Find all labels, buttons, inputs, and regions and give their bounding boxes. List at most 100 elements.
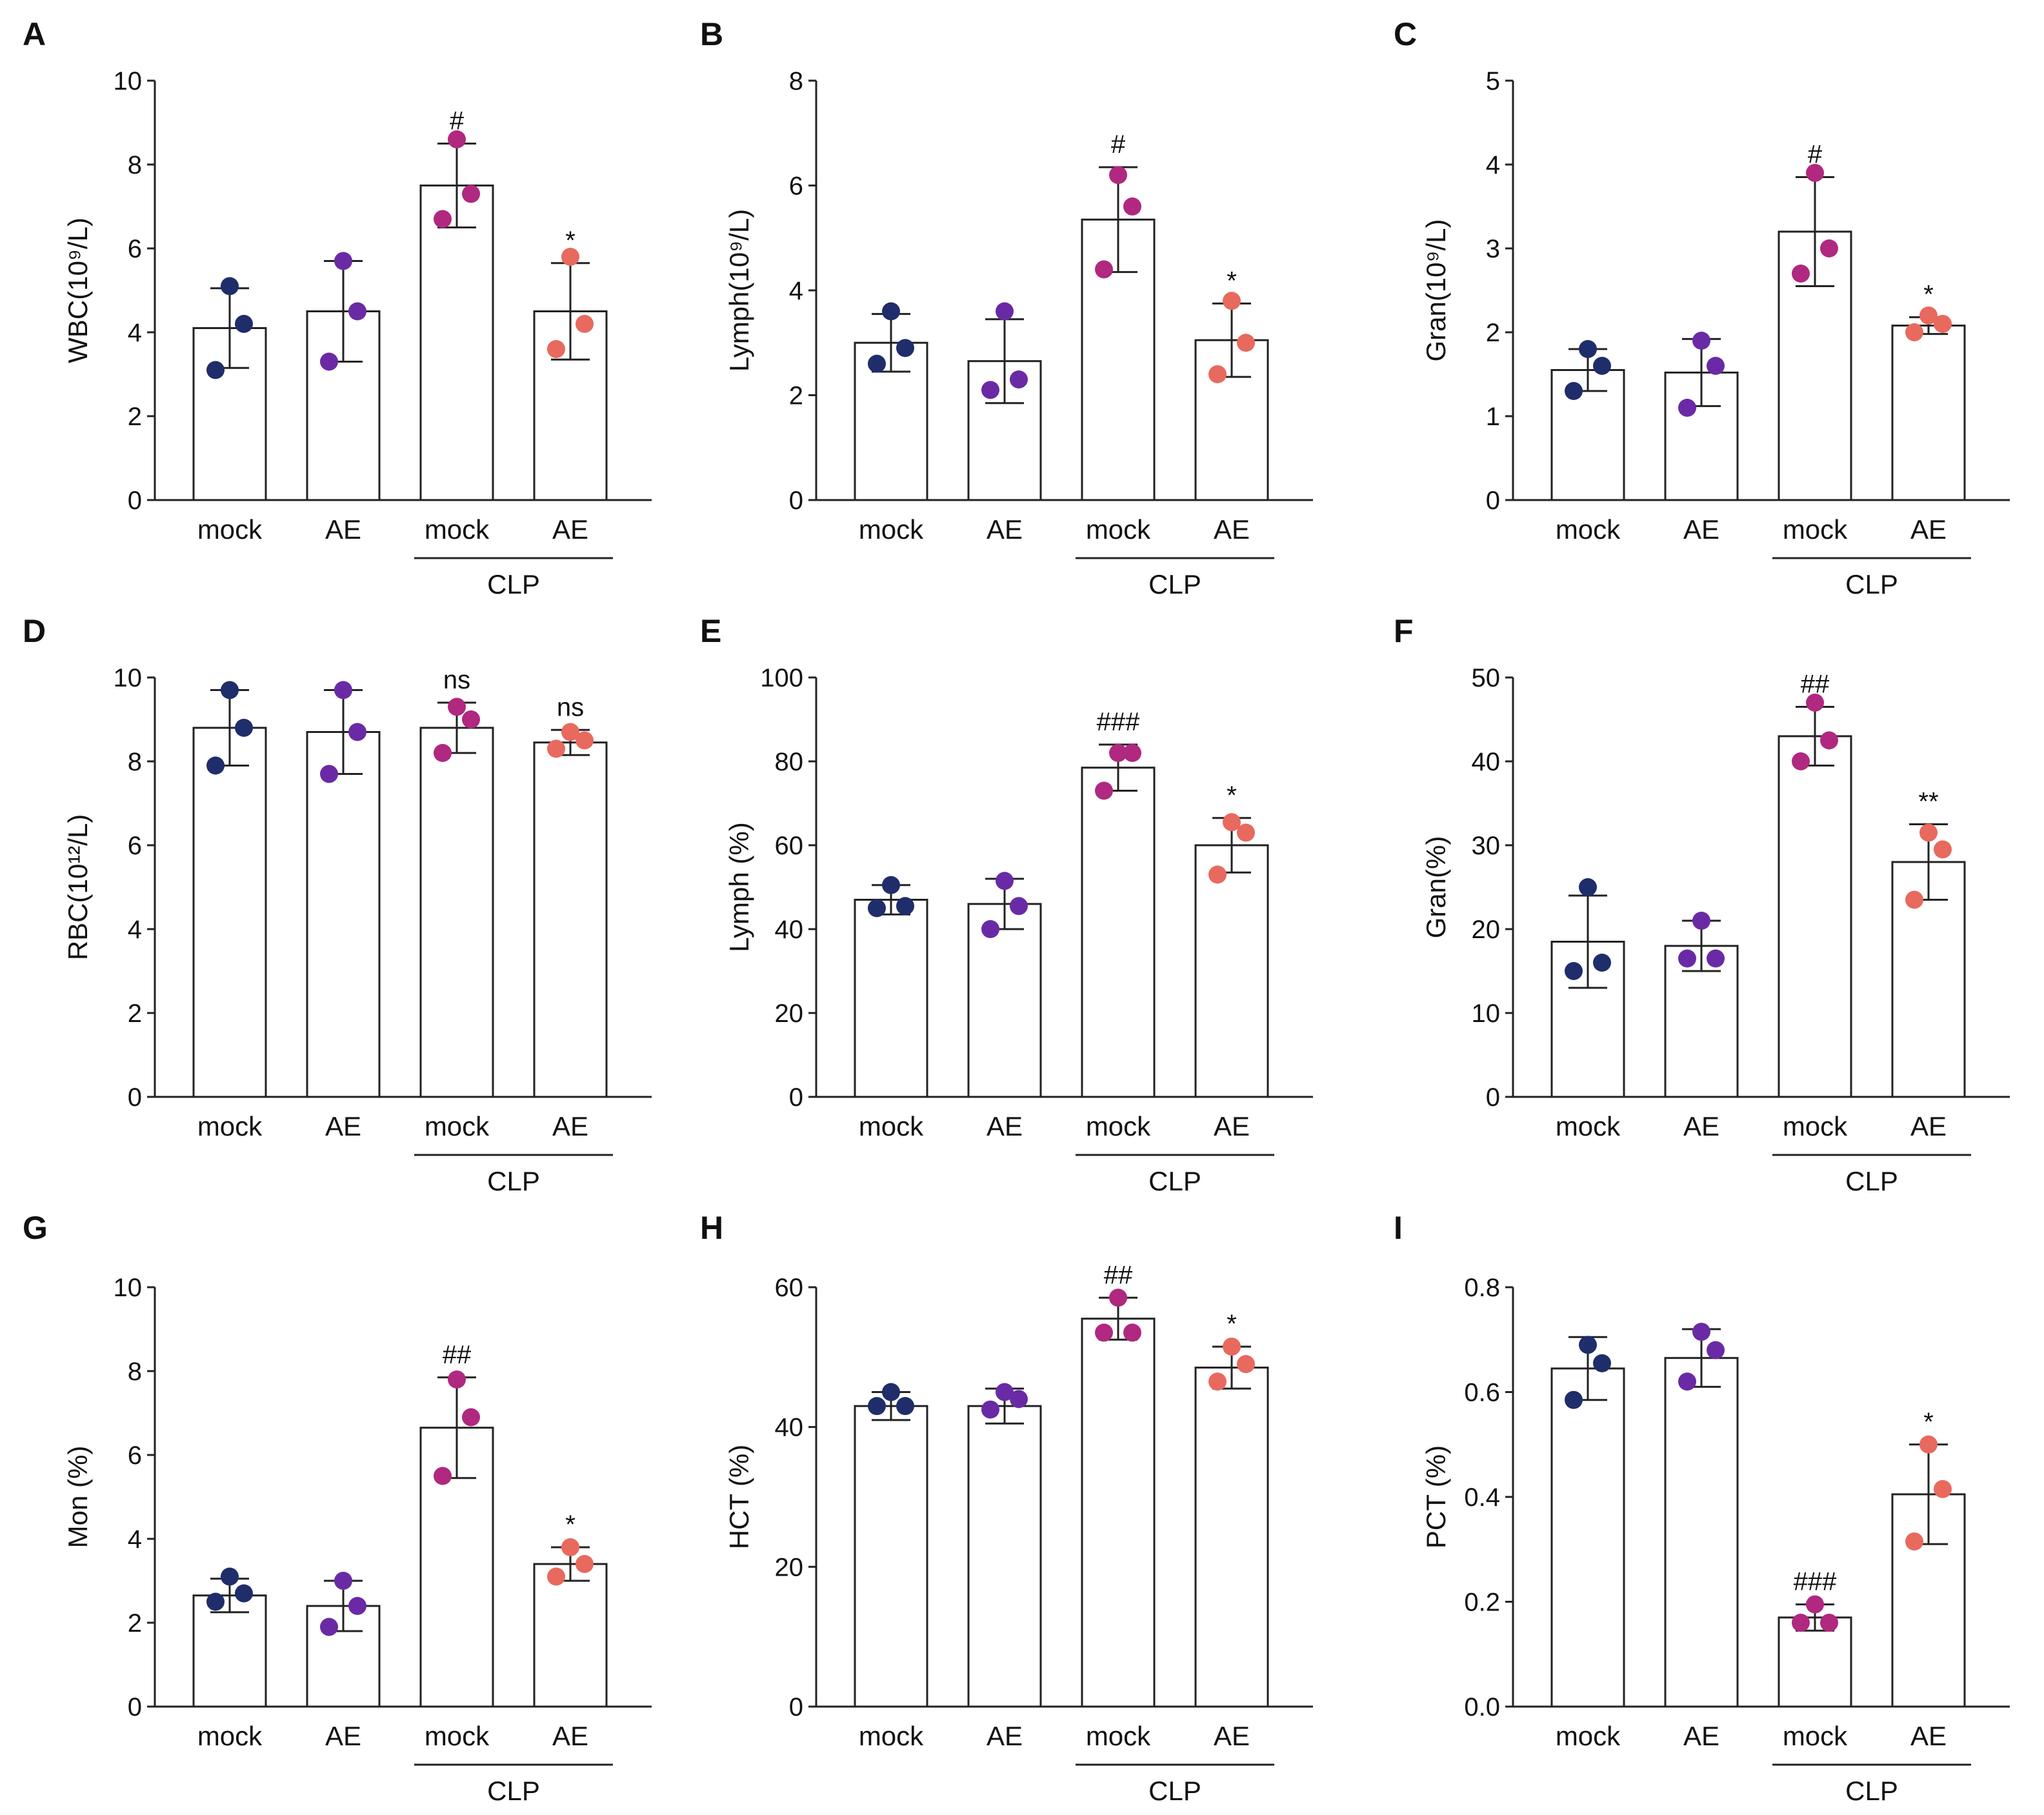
panel-c-y-tick-label: 4 xyxy=(1486,151,1500,179)
panel-f-data-point xyxy=(1678,949,1696,968)
panel-f-data-point xyxy=(1806,694,1824,712)
panel-c-data-point xyxy=(1820,239,1838,257)
panel-e-y-tick-label: 40 xyxy=(775,916,804,944)
panel-f-bar-4 xyxy=(1891,861,1966,1098)
panel-d-data-point xyxy=(334,681,352,699)
panel-e-significance-4: * xyxy=(1227,781,1237,810)
panel-d-data-point xyxy=(434,744,452,762)
panel-g-y-axis-title: Mon (%) xyxy=(63,1446,93,1549)
panel-e-y-tick-label: 60 xyxy=(775,832,804,860)
panel-b-data-point xyxy=(868,354,886,373)
panel-f-y-axis-title: Gran(%) xyxy=(1421,836,1451,939)
panel-a-data-point xyxy=(221,277,239,296)
panel-e-y-tick-label: 0 xyxy=(789,1083,803,1112)
panel-e-data-point xyxy=(1223,813,1241,832)
panel-a-y-tick-label: 0 xyxy=(128,486,142,515)
panel-e-bar-1 xyxy=(854,899,928,1098)
panel-g-y-tick-label: 0 xyxy=(128,1693,142,1721)
panel-h-data-point xyxy=(1223,1338,1241,1356)
panel-i-bar-2 xyxy=(1664,1357,1739,1708)
panel-b-data-point xyxy=(1208,365,1227,383)
panel-e-data-point xyxy=(1237,823,1255,842)
panel-d-category-label: mock xyxy=(425,1111,490,1141)
panel-a-letter: A xyxy=(23,16,46,52)
panel-a-category-label: mock xyxy=(425,514,490,545)
panel-a-y-tick-label: 2 xyxy=(128,403,142,431)
panel-h-y-tick-label: 40 xyxy=(775,1414,804,1442)
panel-g-significance-4: * xyxy=(565,1510,576,1539)
panel-b-category-label: mock xyxy=(1086,514,1151,545)
panel-a-category-label: AE xyxy=(325,514,361,545)
panel-a-y-tick-label: 10 xyxy=(114,67,143,95)
panel-f-data-point xyxy=(1579,878,1597,896)
panel-h-y-tick-label: 20 xyxy=(775,1553,804,1581)
panel-c-data-point xyxy=(1707,357,1725,375)
panel-f-bar-3 xyxy=(1778,735,1852,1098)
panel-i-y-tick-label: 0.4 xyxy=(1464,1483,1500,1512)
panel-a-y-tick-label: 6 xyxy=(128,235,142,263)
panel-i-category-label: mock xyxy=(1556,1721,1621,1751)
panel-g-data-point xyxy=(547,1567,565,1586)
panel-a-y-tick-label: 8 xyxy=(128,151,142,179)
panel-b-data-point xyxy=(882,302,900,321)
panel-h-data-point xyxy=(1123,1323,1141,1342)
panel-b-data-point xyxy=(1109,166,1127,185)
panel-b: B 0 2 4 6 8 Lymph(10⁹/L) mock AE # mock * AE CLP xyxy=(700,16,1313,599)
panel-f-category-label: AE xyxy=(1910,1111,1947,1141)
panel-g-category-label: mock xyxy=(197,1721,263,1751)
panel-b-data-point xyxy=(1010,370,1028,389)
panel-h-bar-1 xyxy=(854,1405,928,1708)
panel-c-data-point xyxy=(1692,332,1710,350)
panel-e-y-axis-title: Lymph (%) xyxy=(724,822,754,952)
panel-a: A 0 2 4 6 8 10 WBC(10⁹/L) mock AE # mock * AE CLP xyxy=(23,16,652,599)
panel-h-data-point xyxy=(981,1400,999,1419)
panel-a-y-tick-label: 4 xyxy=(128,319,142,347)
panel-f-y-tick-label: 50 xyxy=(1472,664,1501,692)
panel-g-data-point xyxy=(576,1555,594,1573)
panel-i-data-point xyxy=(1579,1336,1597,1354)
panel-b-y-tick-label: 0 xyxy=(789,486,803,515)
panel-e-data-point xyxy=(896,897,914,916)
panel-b-data-point xyxy=(1223,292,1241,310)
panel-b-data-point xyxy=(981,381,999,399)
panel-e-data-point xyxy=(1208,865,1227,884)
panel-a-data-point xyxy=(334,252,352,270)
panel-i-data-point xyxy=(1792,1614,1810,1632)
panel-h-y-tick-label: 0 xyxy=(789,1693,803,1721)
panel-f-data-point xyxy=(1565,962,1583,980)
panel-g-data-point xyxy=(334,1572,352,1590)
panel-h-y-axis-title: HCT (%) xyxy=(724,1445,754,1550)
panel-g-bar-1 xyxy=(192,1594,267,1708)
panel-g-data-point xyxy=(561,1538,579,1556)
panel-a-data-point xyxy=(348,302,366,321)
panel-h-data-point xyxy=(868,1397,886,1416)
panel-b-significance-4: * xyxy=(1227,266,1237,295)
panel-d-data-point xyxy=(320,765,338,783)
panel-e-category-label: mock xyxy=(1086,1111,1151,1141)
panel-h-data-point xyxy=(1208,1372,1227,1391)
panel-g-data-point xyxy=(448,1370,466,1389)
panel-c-data-point xyxy=(1919,306,1938,325)
panel-c-data-point xyxy=(1579,340,1597,358)
panel-c-y-axis-title: Gran(10⁹/L) xyxy=(1421,219,1451,361)
panel-d-y-tick-label: 8 xyxy=(128,748,142,776)
panel-d-letter: D xyxy=(23,613,46,649)
panel-b-y-tick-label: 8 xyxy=(789,67,803,95)
panel-d-data-point xyxy=(462,710,480,728)
panel-c-category-label: mock xyxy=(1556,514,1621,545)
panel-d-y-tick-label: 6 xyxy=(128,832,142,860)
panel-g-y-tick-label: 8 xyxy=(128,1358,142,1386)
panel-g-data-point xyxy=(348,1597,366,1615)
panel-g: G 0 2 4 6 8 10 Mon (%) mock AE ## mock * AE CLP xyxy=(23,1210,652,1806)
panel-g-category-label: AE xyxy=(325,1721,361,1751)
panel-h-bar-2 xyxy=(967,1405,1042,1708)
panel-e-y-tick-label: 80 xyxy=(775,748,804,776)
panel-h-data-point xyxy=(1109,1289,1127,1307)
panel-e-data-point xyxy=(1010,897,1028,916)
panel-i-y-tick-label: 0.8 xyxy=(1464,1274,1500,1302)
panel-c: C 0 1 2 3 4 5 Gran(10⁹/L) mock AE # mock * AE CLP xyxy=(1394,16,2010,599)
panel-g-data-point xyxy=(462,1408,480,1427)
panel-f-data-point xyxy=(1692,912,1710,930)
panel-d-significance-3: ns xyxy=(443,666,470,694)
panel-d-data-point xyxy=(576,731,594,750)
